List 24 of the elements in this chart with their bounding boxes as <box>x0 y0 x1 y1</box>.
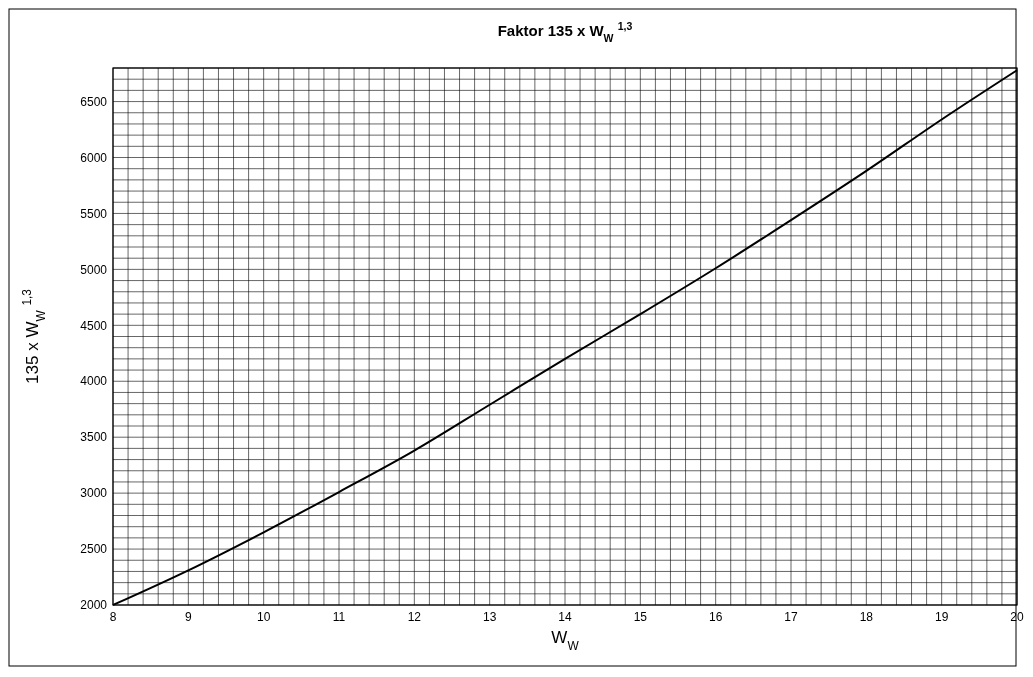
x-tick-label: 18 <box>859 610 874 624</box>
x-tick-label: 9 <box>184 610 192 624</box>
y-tick-label: 2000 <box>80 598 108 613</box>
x-tick-label: 10 <box>256 610 271 624</box>
x-tick-label: 17 <box>784 610 798 624</box>
y-tick-label: 2500 <box>80 542 108 557</box>
y-tick-label: 5000 <box>80 262 108 277</box>
x-tick-label: 15 <box>633 610 648 624</box>
x-tick-label: 19 <box>934 610 949 624</box>
x-tick-label: 12 <box>407 610 422 624</box>
x-tick-label: 11 <box>332 610 346 624</box>
x-tick-label: 16 <box>708 610 723 624</box>
x-axis-title: W$_{W}$ <box>551 628 580 653</box>
x-tick-label: 8 <box>109 610 117 624</box>
y-tick-label: 5500 <box>80 206 108 221</box>
x-tick-label: 14 <box>558 610 572 624</box>
y-tick-label: 6000 <box>80 150 108 165</box>
y-tick-label: 4500 <box>80 318 108 333</box>
y-tick-label: 3000 <box>80 486 108 501</box>
y-tick-label: 6500 <box>80 94 108 109</box>
x-tick-label: 20 <box>1010 610 1024 624</box>
y-tick-label: 3500 <box>80 430 108 445</box>
x-tick-label: 13 <box>482 610 497 624</box>
y-tick-label: 4000 <box>80 374 108 389</box>
